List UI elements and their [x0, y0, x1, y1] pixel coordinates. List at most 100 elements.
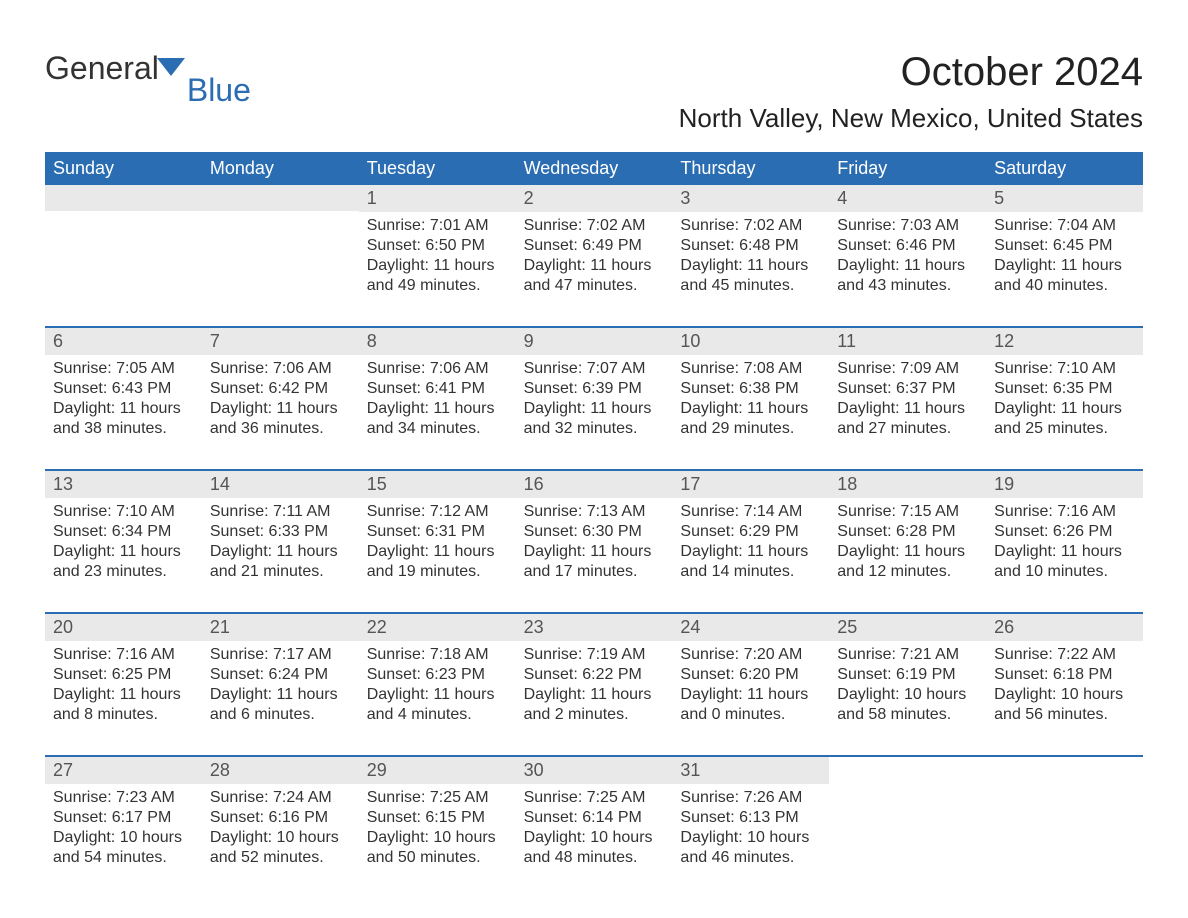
calendar-cell: 13Sunrise: 7:10 AMSunset: 6:34 PMDayligh…: [45, 471, 202, 590]
sunrise-text: Sunrise: 7:13 AM: [524, 502, 665, 522]
daylight2-text: and 27 minutes.: [837, 419, 978, 439]
day-number: 12: [994, 331, 1014, 351]
sunset-text: Sunset: 6:28 PM: [837, 522, 978, 542]
daylight1-text: Daylight: 11 hours: [837, 399, 978, 419]
calendar-cell: [829, 757, 986, 876]
sunset-text: Sunset: 6:29 PM: [680, 522, 821, 542]
daylight2-text: and 49 minutes.: [367, 276, 508, 296]
sunset-text: Sunset: 6:35 PM: [994, 379, 1135, 399]
logo-text-general: General: [45, 50, 159, 87]
daylight1-text: Daylight: 11 hours: [994, 399, 1135, 419]
calendar-cell: 14Sunrise: 7:11 AMSunset: 6:33 PMDayligh…: [202, 471, 359, 590]
week-row: 13Sunrise: 7:10 AMSunset: 6:34 PMDayligh…: [45, 469, 1143, 590]
sunrise-text: Sunrise: 7:06 AM: [367, 359, 508, 379]
daynum-band: 9: [516, 328, 673, 355]
daynum-band: 23: [516, 614, 673, 641]
calendar-cell: 9Sunrise: 7:07 AMSunset: 6:39 PMDaylight…: [516, 328, 673, 447]
empty-daynum-band: [45, 185, 202, 211]
sunset-text: Sunset: 6:42 PM: [210, 379, 351, 399]
daynum-band: 12: [986, 328, 1143, 355]
daylight2-text: and 52 minutes.: [210, 848, 351, 868]
day-number: 4: [837, 188, 847, 208]
sunrise-text: Sunrise: 7:03 AM: [837, 216, 978, 236]
daylight2-text: and 48 minutes.: [524, 848, 665, 868]
sunset-text: Sunset: 6:13 PM: [680, 808, 821, 828]
daylight2-text: and 58 minutes.: [837, 705, 978, 725]
daylight1-text: Daylight: 11 hours: [367, 685, 508, 705]
daylight2-text: and 14 minutes.: [680, 562, 821, 582]
calendar-cell: 22Sunrise: 7:18 AMSunset: 6:23 PMDayligh…: [359, 614, 516, 733]
sunrise-text: Sunrise: 7:19 AM: [524, 645, 665, 665]
daylight2-text: and 38 minutes.: [53, 419, 194, 439]
sunset-text: Sunset: 6:25 PM: [53, 665, 194, 685]
logo-text-blue: Blue: [187, 72, 251, 109]
sunrise-text: Sunrise: 7:26 AM: [680, 788, 821, 808]
daylight2-text: and 50 minutes.: [367, 848, 508, 868]
daylight1-text: Daylight: 11 hours: [524, 542, 665, 562]
daynum-band: 15: [359, 471, 516, 498]
day-number: 28: [210, 760, 230, 780]
daynum-band: 10: [672, 328, 829, 355]
sunset-text: Sunset: 6:22 PM: [524, 665, 665, 685]
daynum-band: 11: [829, 328, 986, 355]
daylight1-text: Daylight: 11 hours: [524, 685, 665, 705]
daylight1-text: Daylight: 10 hours: [837, 685, 978, 705]
daylight1-text: Daylight: 11 hours: [524, 399, 665, 419]
page-title: October 2024: [901, 50, 1143, 95]
daylight1-text: Daylight: 11 hours: [53, 542, 194, 562]
sunset-text: Sunset: 6:15 PM: [367, 808, 508, 828]
calendar-cell: 12 Sunrise: 7:10 AMSunset: 6:35 PMDayligh…: [986, 328, 1143, 447]
daylight2-text: and 36 minutes.: [210, 419, 351, 439]
daylight1-text: Daylight: 11 hours: [53, 399, 194, 419]
sunrise-text: Sunrise: 7:20 AM: [680, 645, 821, 665]
day-number: 23: [524, 617, 544, 637]
daylight2-text: and 17 minutes.: [524, 562, 665, 582]
daynum-band: 31: [672, 757, 829, 784]
daynum-band: 30: [516, 757, 673, 784]
sunrise-text: Sunrise: 7:08 AM: [680, 359, 821, 379]
calendar-cell: 7Sunrise: 7:06 AMSunset: 6:42 PMDaylight…: [202, 328, 359, 447]
day-header: Tuesday: [359, 152, 516, 185]
daylight1-text: Daylight: 11 hours: [680, 399, 821, 419]
calendar-cell: 21Sunrise: 7:17 AMSunset: 6:24 PMDayligh…: [202, 614, 359, 733]
calendar-cell: 4Sunrise: 7:03 AMSunset: 6:46 PMDaylight…: [829, 185, 986, 304]
day-number: 2: [524, 188, 534, 208]
sunset-text: Sunset: 6:33 PM: [210, 522, 351, 542]
week-row: 6Sunrise: 7:05 AMSunset: 6:43 PMDaylight…: [45, 326, 1143, 447]
calendar-cell: 17Sunrise: 7:14 AMSunset: 6:29 PMDayligh…: [672, 471, 829, 590]
sunrise-text: Sunrise: 7:09 AM: [837, 359, 978, 379]
day-number: 27: [53, 760, 73, 780]
daylight2-text: and 43 minutes.: [837, 276, 978, 296]
daylight1-text: Daylight: 11 hours: [680, 685, 821, 705]
daylight2-text: and 32 minutes.: [524, 419, 665, 439]
week-row: 20Sunrise: 7:16 AMSunset: 6:25 PMDayligh…: [45, 612, 1143, 733]
sunrise-text: Sunrise: 7:02 AM: [680, 216, 821, 236]
sunset-text: Sunset: 6:20 PM: [680, 665, 821, 685]
day-number: 29: [367, 760, 387, 780]
calendar-cell: 20Sunrise: 7:16 AMSunset: 6:25 PMDayligh…: [45, 614, 202, 733]
day-number: 8: [367, 331, 377, 351]
daynum-band: 28: [202, 757, 359, 784]
daynum-band: 27: [45, 757, 202, 784]
empty-daynum-band: [202, 185, 359, 211]
daynum-band: 6: [45, 328, 202, 355]
day-number: 21: [210, 617, 230, 637]
daylight2-text: and 8 minutes.: [53, 705, 194, 725]
sunrise-text: Sunrise: 7:10 AM: [994, 359, 1135, 379]
calendar-cell: 25Sunrise: 7:21 AMSunset: 6:19 PMDayligh…: [829, 614, 986, 733]
daynum-band: 24: [672, 614, 829, 641]
header: General Blue October 2024: [45, 50, 1143, 95]
sunrise-text: Sunrise: 7:14 AM: [680, 502, 821, 522]
sunset-text: Sunset: 6:26 PM: [994, 522, 1135, 542]
calendar-cell: 6Sunrise: 7:05 AMSunset: 6:43 PMDaylight…: [45, 328, 202, 447]
calendar: SundayMondayTuesdayWednesdayThursdayFrid…: [45, 152, 1143, 876]
daylight2-text: and 0 minutes.: [680, 705, 821, 725]
week-row: 27Sunrise: 7:23 AMSunset: 6:17 PMDayligh…: [45, 755, 1143, 876]
sunset-text: Sunset: 6:14 PM: [524, 808, 665, 828]
daylight2-text: and 54 minutes.: [53, 848, 194, 868]
calendar-cell: 27Sunrise: 7:23 AMSunset: 6:17 PMDayligh…: [45, 757, 202, 876]
sunset-text: Sunset: 6:48 PM: [680, 236, 821, 256]
calendar-cell: 15Sunrise: 7:12 AMSunset: 6:31 PMDayligh…: [359, 471, 516, 590]
day-header: Monday: [202, 152, 359, 185]
sunset-text: Sunset: 6:31 PM: [367, 522, 508, 542]
